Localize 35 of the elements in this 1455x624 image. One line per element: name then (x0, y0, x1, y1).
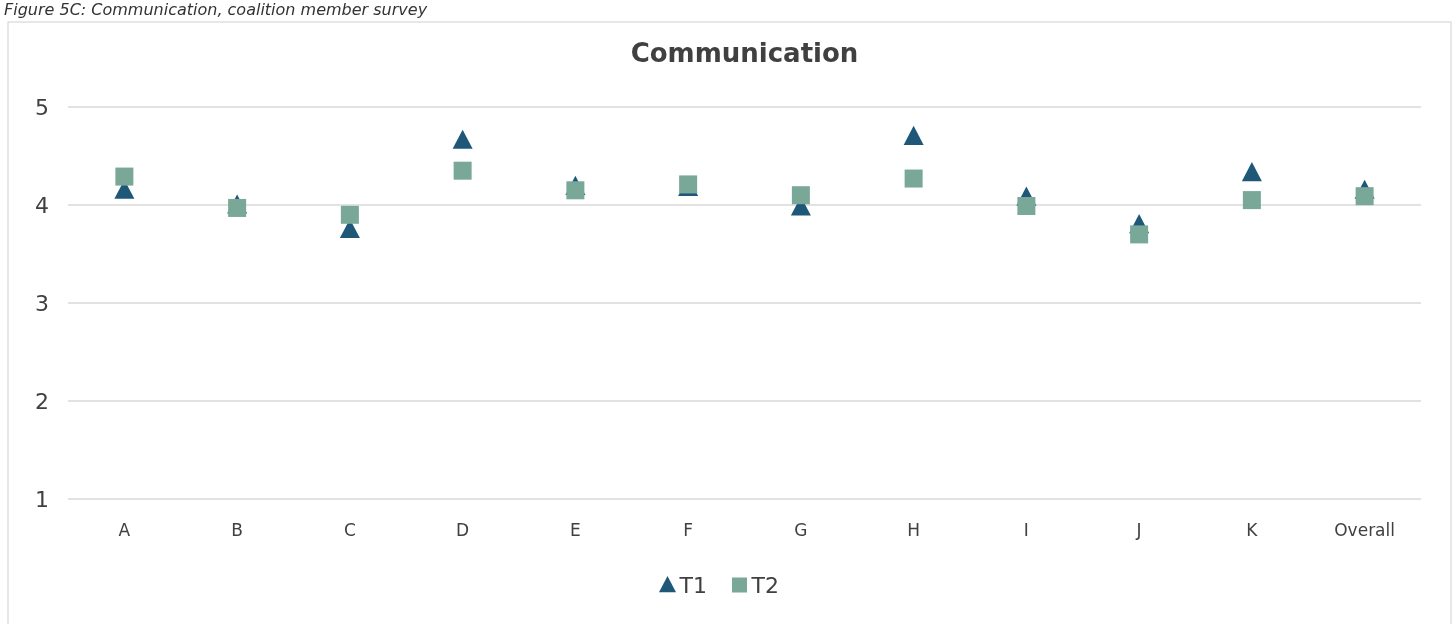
point (115, 167, 134, 186)
point (1241, 162, 1262, 182)
x-tick-label: G (794, 520, 808, 540)
x-tick-label: B (231, 520, 243, 540)
legend-label: T2 (750, 572, 779, 598)
x-tick-label: E (570, 520, 581, 540)
x-tick-label: H (907, 520, 921, 540)
point (1242, 191, 1261, 210)
point (453, 161, 472, 180)
x-tick-label: Overall (1334, 520, 1396, 540)
point (566, 181, 585, 200)
y-tick-label: 2 (35, 388, 49, 414)
chart-title: Communication (630, 38, 859, 68)
x-tick-label: C (343, 520, 356, 540)
caption: Figure 5C: Communication, coalition member survey (4, 0, 428, 19)
point (228, 198, 247, 217)
x-tick-label: F (683, 520, 694, 540)
y-tick-label: 3 (35, 290, 49, 316)
point (340, 205, 359, 224)
x-tick-label: D (456, 520, 470, 540)
legend-label: T1 (678, 572, 707, 598)
point (904, 169, 923, 188)
x-tick-label: I (1023, 520, 1029, 540)
point (1130, 225, 1149, 244)
y-tick-label: 4 (35, 192, 49, 218)
y-tick-label: 5 (35, 94, 49, 120)
point (1017, 196, 1036, 215)
x-tick-label: A (118, 520, 131, 540)
point (903, 125, 924, 145)
point (1355, 187, 1374, 206)
x-tick-label: K (1246, 520, 1259, 540)
y-tick-label: 1 (35, 486, 49, 512)
point (452, 129, 473, 149)
point (791, 186, 810, 205)
x-tick-label: J (1135, 520, 1142, 540)
